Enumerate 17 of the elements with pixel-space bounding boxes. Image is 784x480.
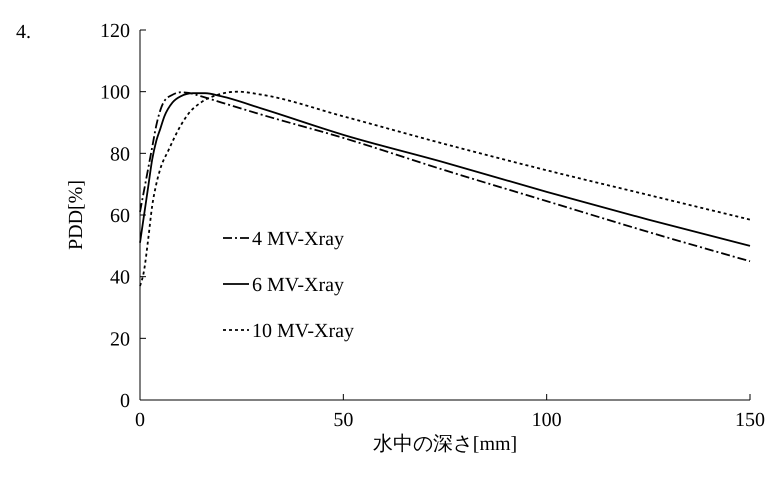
y-tick-label: 120 — [100, 20, 130, 42]
x-tick-label: 150 — [735, 409, 765, 431]
y-tick-label: 0 — [120, 390, 130, 412]
y-tick-label: 40 — [110, 266, 130, 289]
y-tick-label: 80 — [110, 143, 130, 166]
y-tick-label: 20 — [110, 328, 130, 350]
x-tick-label: 50 — [333, 409, 354, 431]
x-tick-label: 100 — [532, 409, 562, 431]
legend-label: 6 MV-Xray — [252, 274, 344, 296]
x-tick-label: 0 — [135, 409, 145, 431]
legend-label: 10 MV-Xray — [252, 320, 354, 342]
chart-title: 4. — [16, 21, 31, 43]
x-axis-title: 水中の深さ[mm] — [372, 433, 518, 455]
legend-label: 4 MV-Xray — [252, 228, 344, 250]
y-tick-label: 60 — [110, 205, 130, 227]
y-axis-title: PDD[%] — [65, 180, 87, 250]
y-tick-label: 100 — [100, 82, 130, 104]
